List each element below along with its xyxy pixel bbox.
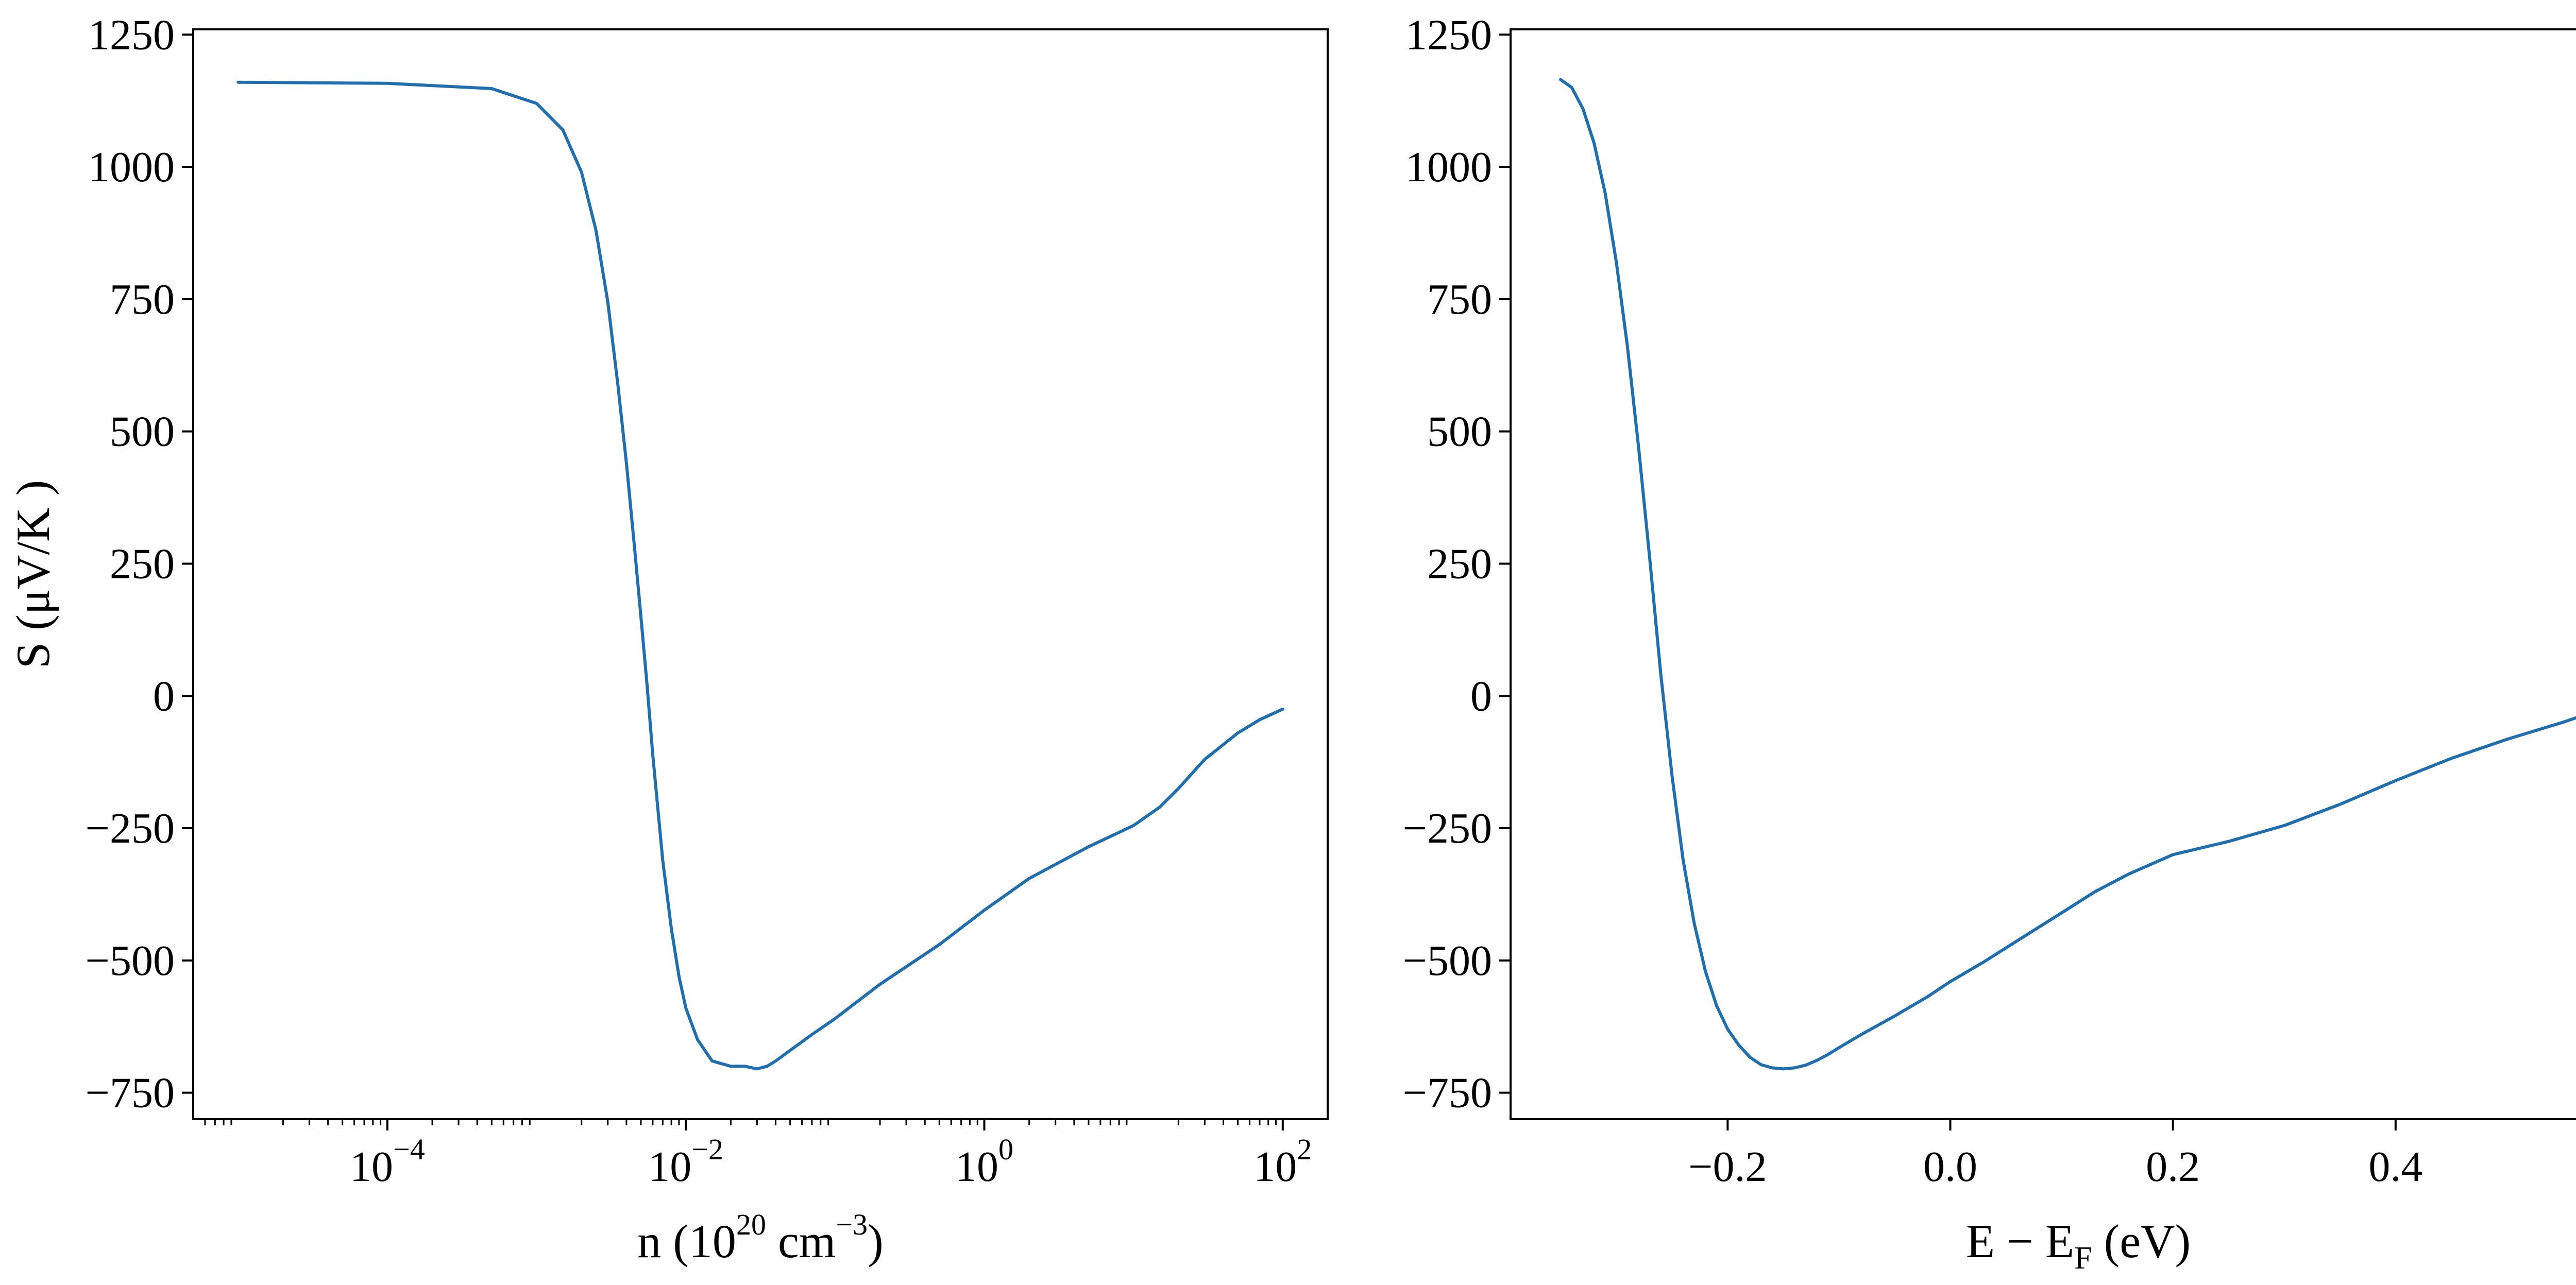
x-tick-label-0-2: 100 <box>955 1133 1013 1191</box>
y-tick-label-1-7: 1000 <box>1405 143 1492 191</box>
y-tick-label-0-6: 750 <box>110 276 175 323</box>
x-tick-label-0-1: 10−2 <box>648 1133 723 1191</box>
y-tick-label-1-8: 1250 <box>1405 11 1492 59</box>
plot-frame-0 <box>192 28 1329 1120</box>
y-tick-label-0-7: 1000 <box>88 143 175 191</box>
y-tick-label-1-3: 0 <box>1470 672 1492 720</box>
plot-frame-1 <box>1510 28 2576 1120</box>
y-tick-label-0-4: 250 <box>110 540 175 588</box>
y-tick-label-1-6: 750 <box>1427 276 1492 323</box>
y-tick-label-1-0: −750 <box>1403 1069 1492 1117</box>
y-tick-label-0-0: −750 <box>86 1069 175 1117</box>
x-tick-label-1-1: 0.0 <box>1923 1143 1977 1191</box>
x-tick-label-1-3: 0.4 <box>2368 1143 2422 1191</box>
series-line-1-0 <box>1559 78 2576 1071</box>
x-tick-label-1-0: −0.2 <box>1688 1143 1767 1191</box>
y-axis-title-0: S (μV/K ) <box>7 480 59 669</box>
y-tick-label-1-4: 250 <box>1427 540 1492 588</box>
y-tick-label-0-2: −250 <box>86 804 175 852</box>
series-line-0-0 <box>236 80 1284 1071</box>
y-tick-label-0-1: −500 <box>86 937 175 985</box>
x-axis-title-1: E − EF (eV) <box>1966 1215 2191 1276</box>
x-tick-label-1-2: 0.2 <box>2146 1143 2200 1191</box>
right-chart-seebeck-vs-energy: −750 −500 −250 0 250 500 750 1000 1250 −0.2 0.0 0.2… <box>1403 11 2576 1276</box>
x-tick-label-0-3: 102 <box>1253 1133 1312 1191</box>
y-tick-label-0-5: 500 <box>110 408 175 456</box>
y-tick-label-0-8: 1250 <box>88 11 175 59</box>
x-tick-label-0-0: 10−4 <box>350 1133 425 1191</box>
y-tick-label-1-2: −250 <box>1403 804 1492 852</box>
y-tick-label-1-5: 500 <box>1427 408 1492 456</box>
x-axis-title-0: n (1020 cm−3) <box>637 1208 883 1267</box>
y-tick-label-1-1: −500 <box>1403 937 1492 985</box>
y-tick-label-0-3: 0 <box>153 672 175 720</box>
left-chart-seebeck-vs-carrier-density: −750 −500 −250 0 250 500 750 1000 1250 10−4 10−2 10… <box>7 11 1329 1267</box>
